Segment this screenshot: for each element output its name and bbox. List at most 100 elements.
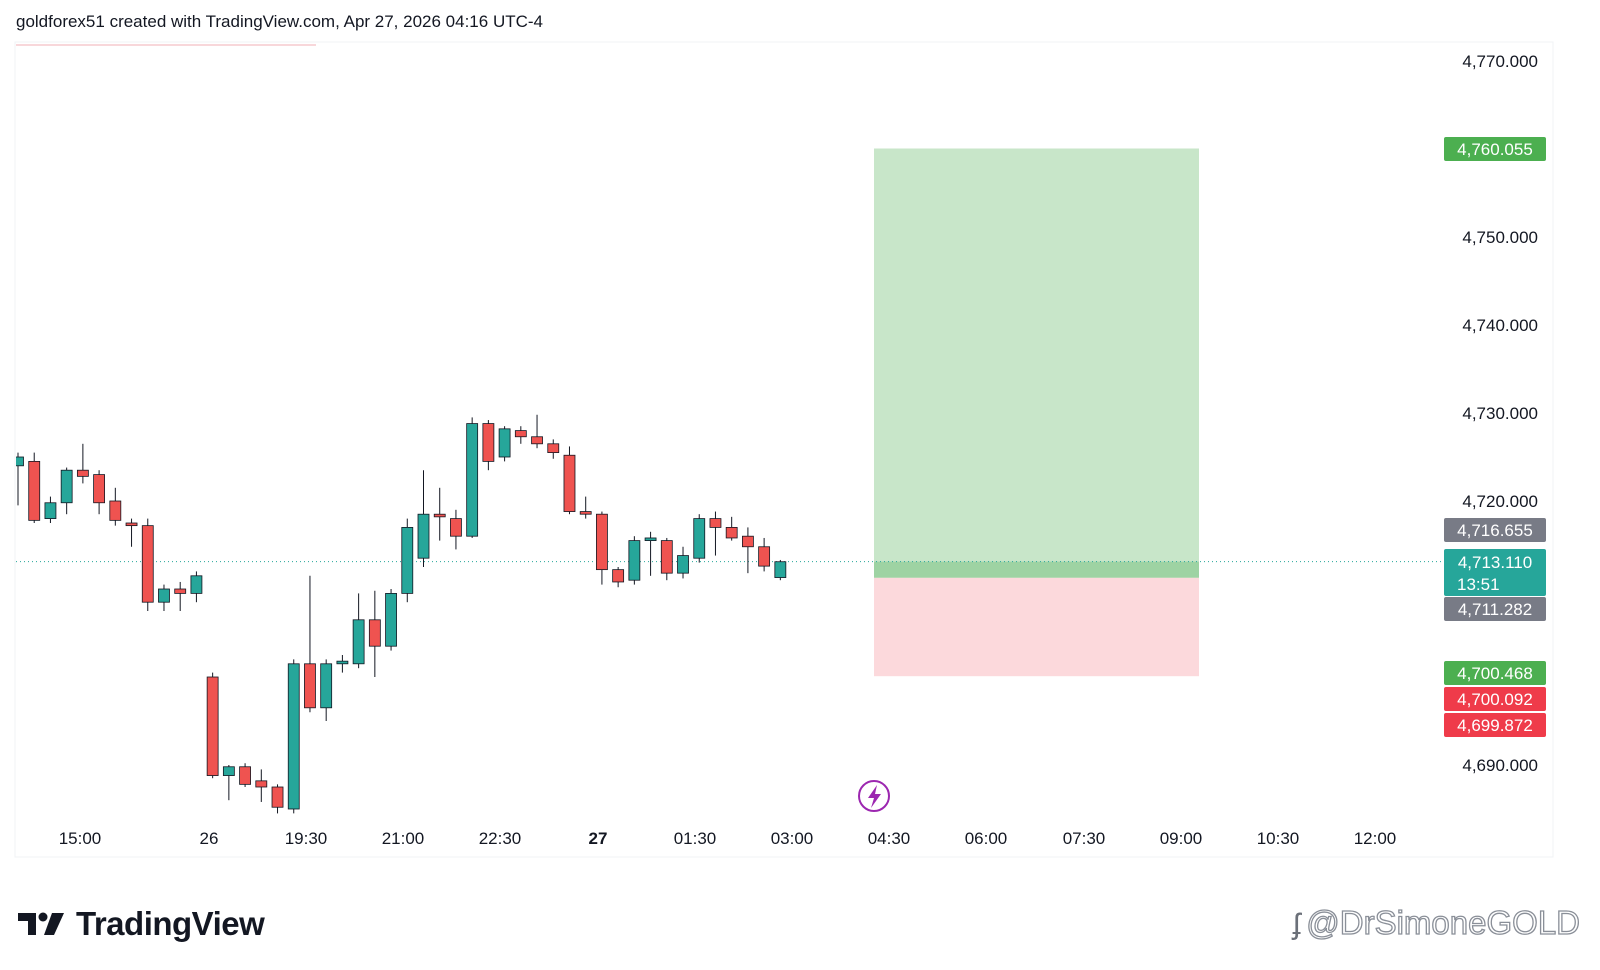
candle-body: [725, 527, 738, 539]
candle-body: [644, 537, 657, 542]
candle-body: [190, 575, 203, 594]
candle[interactable]: [579, 496, 592, 519]
current-price-text: 4,713.110: [1458, 553, 1532, 572]
candle[interactable]: [190, 571, 203, 603]
watermark-icon: ʄ: [1292, 908, 1301, 941]
candle[interactable]: [304, 575, 316, 713]
open-pnl-zone: [874, 561, 1199, 578]
candle[interactable]: [76, 443, 89, 484]
price-label-green: 4,760.055: [1444, 137, 1546, 161]
price-label-red: 4,700.092: [1444, 687, 1546, 711]
candle[interactable]: [28, 452, 41, 523]
candle[interactable]: [44, 496, 57, 523]
candle[interactable]: [482, 420, 495, 471]
candle[interactable]: [531, 414, 543, 449]
candle[interactable]: [239, 763, 251, 787]
candle-body: [482, 423, 495, 462]
x-tick-label: 21:00: [382, 829, 425, 848]
x-tick-label: 12:00: [1354, 829, 1397, 848]
candle[interactable]: [693, 514, 706, 563]
candle[interactable]: [109, 487, 122, 526]
candle-body: [320, 663, 333, 709]
lightning-icon[interactable]: [858, 780, 890, 812]
candle[interactable]: [222, 765, 235, 801]
y-tick-label: 4,770.000: [1462, 52, 1538, 71]
candle[interactable]: [125, 518, 138, 547]
candle[interactable]: [725, 516, 738, 541]
author-watermark: ʄ @DrSimoneGOLD: [1292, 903, 1580, 942]
price-label-text: 4,700.468: [1457, 664, 1533, 683]
candle-body: [158, 588, 170, 603]
chart-frame: [14, 41, 1554, 858]
profit-zone[interactable]: [874, 148, 1199, 578]
bar-countdown: 13:51: [1457, 575, 1500, 594]
candle[interactable]: [563, 446, 576, 515]
candle-body: [433, 513, 446, 518]
candle-body: [271, 786, 284, 808]
tradingview-logo-icon: [18, 912, 64, 935]
y-tick-label: 4,720.000: [1462, 492, 1538, 511]
price-label-grey: 4,716.655: [1444, 518, 1546, 542]
candle[interactable]: [385, 589, 397, 651]
candle-body: [596, 513, 608, 571]
candle[interactable]: [547, 439, 560, 459]
candle-body: [693, 518, 706, 559]
candle[interactable]: [612, 567, 625, 588]
candle[interactable]: [466, 417, 479, 538]
candle[interactable]: [596, 511, 608, 585]
candle[interactable]: [352, 593, 365, 669]
price-label-red: 4,699.872: [1444, 713, 1546, 737]
candle-body: [709, 518, 722, 528]
candle-body: [385, 593, 397, 647]
candle-body: [44, 502, 57, 520]
candle[interactable]: [644, 531, 657, 576]
candle[interactable]: [774, 559, 787, 581]
candle[interactable]: [271, 784, 284, 814]
candle[interactable]: [628, 536, 641, 585]
candle-body: [579, 511, 592, 515]
candle-body: [547, 443, 560, 453]
candle-body: [28, 460, 41, 521]
candle[interactable]: [158, 584, 170, 611]
x-tick-label: 27: [589, 829, 608, 848]
candle[interactable]: [677, 546, 689, 579]
candle[interactable]: [709, 511, 722, 556]
candle-body: [677, 555, 689, 574]
candle[interactable]: [13, 452, 24, 506]
candle[interactable]: [287, 659, 300, 814]
candle[interactable]: [660, 537, 673, 581]
candle[interactable]: [141, 518, 154, 611]
x-tick-label: 03:00: [771, 829, 814, 848]
candle[interactable]: [206, 672, 219, 779]
candle-body: [514, 430, 527, 438]
candle[interactable]: [498, 426, 511, 462]
candle[interactable]: [450, 509, 462, 550]
candle-body: [336, 660, 349, 665]
candle-body: [417, 513, 430, 559]
candle[interactable]: [93, 470, 105, 515]
tradingview-logo[interactable]: TradingView: [18, 905, 265, 943]
candle[interactable]: [60, 467, 73, 515]
candle-body: [109, 500, 122, 521]
candle[interactable]: [401, 518, 414, 603]
candle[interactable]: [255, 769, 268, 802]
candle-body: [222, 766, 235, 776]
candle[interactable]: [758, 537, 771, 572]
x-tick-label: 26: [200, 829, 219, 848]
header-underline: [16, 44, 316, 46]
candle-body: [628, 540, 641, 581]
candle[interactable]: [336, 655, 349, 673]
candle[interactable]: [433, 487, 446, 541]
candle[interactable]: [368, 590, 381, 677]
candle-body: [206, 676, 219, 776]
candle[interactable]: [742, 527, 754, 574]
candle-body: [287, 663, 300, 810]
loss-zone[interactable]: [874, 577, 1199, 677]
x-tick-label: 15:00: [59, 829, 102, 848]
candle[interactable]: [514, 426, 527, 444]
candle[interactable]: [320, 659, 333, 721]
candle[interactable]: [417, 470, 430, 567]
candle[interactable]: [174, 581, 187, 611]
candle-body: [93, 474, 105, 504]
